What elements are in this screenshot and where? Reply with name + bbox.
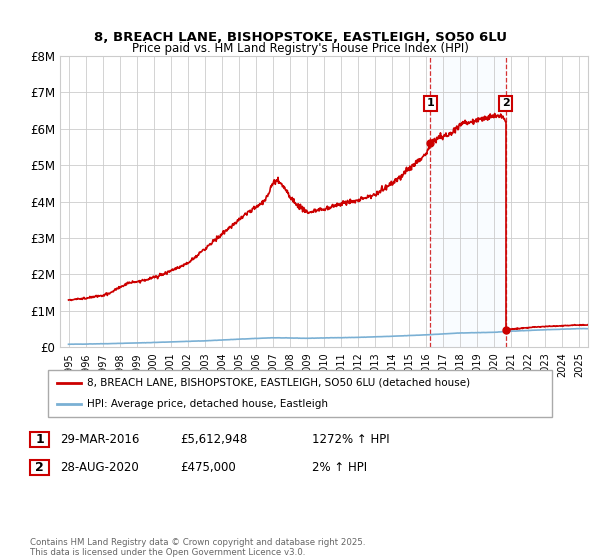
Text: 1272% ↑ HPI: 1272% ↑ HPI: [312, 433, 389, 446]
Text: 8, BREACH LANE, BISHOPSTOKE, EASTLEIGH, SO50 6LU: 8, BREACH LANE, BISHOPSTOKE, EASTLEIGH, …: [94, 31, 506, 44]
Text: £5,612,948: £5,612,948: [180, 433, 247, 446]
Text: 1: 1: [35, 433, 44, 446]
Bar: [430, 56, 506, 347]
Text: 2% ↑ HPI: 2% ↑ HPI: [312, 461, 367, 474]
Text: Price paid vs. HM Land Registry's House Price Index (HPI): Price paid vs. HM Land Registry's House …: [131, 42, 469, 55]
Text: 8, BREACH LANE, BISHOPSTOKE, EASTLEIGH, SO50 6LU (detached house): 8, BREACH LANE, BISHOPSTOKE, EASTLEIGH, …: [87, 378, 470, 388]
Text: £475,000: £475,000: [180, 461, 236, 474]
Text: 2: 2: [35, 461, 44, 474]
Text: 29-MAR-2016: 29-MAR-2016: [60, 433, 139, 446]
Text: HPI: Average price, detached house, Eastleigh: HPI: Average price, detached house, East…: [87, 399, 328, 409]
Text: 28-AUG-2020: 28-AUG-2020: [60, 461, 139, 474]
Text: 2: 2: [502, 99, 509, 108]
Text: Contains HM Land Registry data © Crown copyright and database right 2025.
This d: Contains HM Land Registry data © Crown c…: [30, 538, 365, 557]
Text: 1: 1: [427, 99, 434, 108]
